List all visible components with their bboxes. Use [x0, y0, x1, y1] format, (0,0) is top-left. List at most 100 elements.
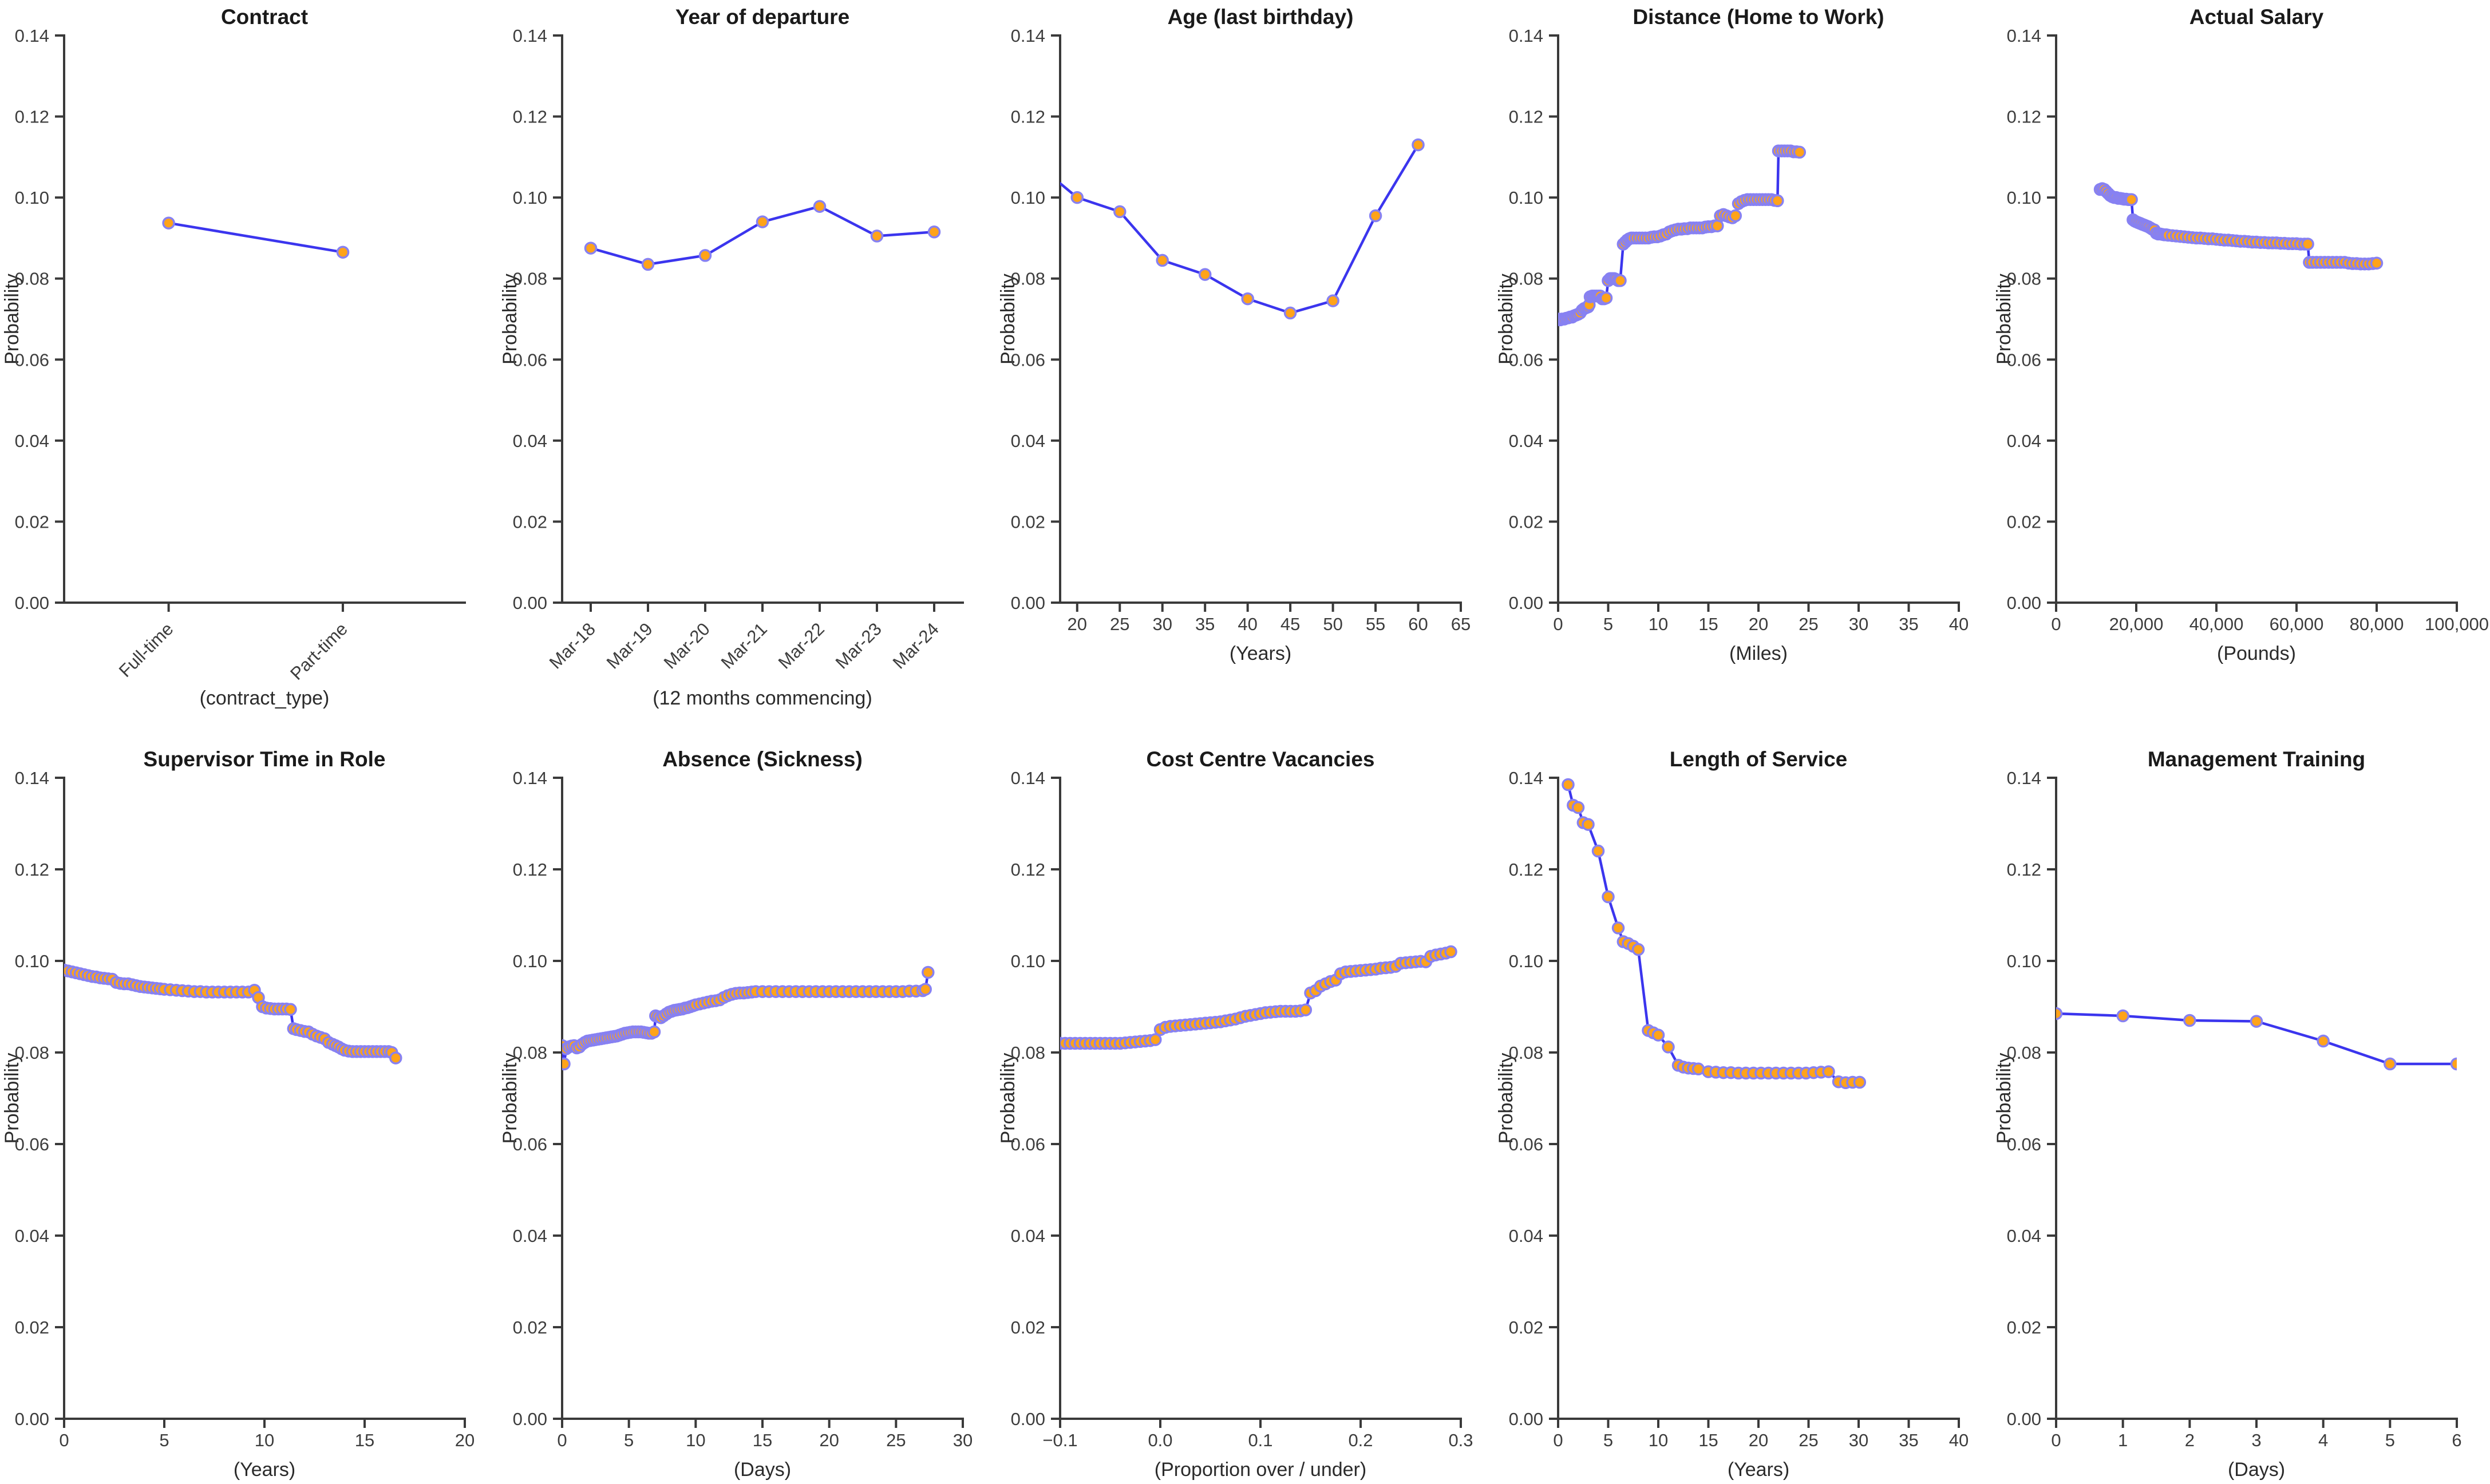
y-tick-label: 0.04: [2007, 1226, 2041, 1246]
y-tick-label: 0.00: [513, 593, 547, 613]
data-point-marker: [647, 1025, 661, 1039]
x-tick-label: 35: [1899, 1430, 1918, 1450]
y-tick-label: 0.00: [1509, 1409, 1543, 1429]
y-axis-label: Probability: [997, 1053, 1019, 1144]
data-markers: [1562, 778, 1867, 1090]
x-tick-label: 5: [1603, 614, 1613, 634]
y-tick-label: 0.06: [1011, 1134, 1045, 1154]
y-axis-ticks: 0.00 0.02 0.04 0.06 0.08 0.10 0.12 0.14: [1509, 26, 1558, 613]
x-tick-label: 25: [886, 1430, 906, 1450]
x-tick-label: 0: [2051, 1430, 2061, 1450]
data-point-marker: [1582, 818, 1595, 831]
chart-svg: Supervisor Time in RoleProbability0.000.…: [1, 747, 475, 1481]
x-tick-label: 30: [1152, 614, 1172, 634]
x-tick-label: 50: [1323, 614, 1342, 634]
axes: [1059, 777, 1462, 1420]
x-axis-label: (Proportion over / under): [1155, 1459, 1366, 1481]
y-axis-label: Probability: [1, 1053, 23, 1144]
y-tick-label: 0.08: [513, 269, 547, 289]
y-tick-label: 0.00: [513, 1409, 547, 1429]
data-point-marker: [2250, 1015, 2263, 1028]
x-tick-label: 15: [1698, 614, 1718, 634]
data-series: [562, 965, 935, 1071]
data-series: [584, 200, 941, 271]
chart-title: Absence (Sickness): [662, 747, 863, 771]
x-tick-label: 10: [1649, 1430, 1668, 1450]
y-tick-label: 0.02: [15, 1317, 49, 1337]
axes: [63, 777, 466, 1420]
y-tick-label: 0.14: [513, 26, 547, 46]
data-point-marker: [1149, 1033, 1162, 1046]
y-tick-label: 0.04: [1509, 431, 1543, 451]
data-markers: [1060, 945, 1457, 1050]
x-tick-label: Mar-22: [774, 619, 828, 672]
x-tick-label: Mar-21: [717, 619, 771, 672]
y-tick-label: 0.12: [1011, 107, 1045, 127]
data-point-marker: [562, 1057, 571, 1071]
y-tick-label: 0.06: [15, 350, 49, 370]
y-tick-label: 0.10: [513, 188, 547, 208]
y-axis-ticks: 0.00 0.02 0.04 0.06 0.08 0.10 0.12 0.14: [1011, 768, 1060, 1429]
data-point-marker: [1602, 890, 1615, 904]
data-point-marker: [1631, 943, 1645, 956]
axes: [1557, 34, 1960, 604]
chart-svg: Length of Service Probability 0.00 0.02 0.04…: [1495, 747, 1969, 1481]
chart-panel-supervisor-time: Supervisor Time in Role Probability 0.00 0.…: [0, 742, 498, 1484]
y-tick-label: 0.00: [1011, 593, 1045, 613]
data-point-marker: [870, 229, 884, 243]
y-tick-label: 0.12: [513, 107, 547, 127]
data-point-marker: [1614, 274, 1627, 287]
x-tick-label: Mar-20: [660, 619, 714, 672]
x-tick-label: 0.0: [1148, 1430, 1172, 1450]
y-tick-label: 0.10: [2007, 188, 2041, 208]
chart-panel-actual-salary: Actual Salary Probability 0.00 0.02 0.04 0.06…: [1992, 0, 2490, 742]
chart-panel-length-of-service: Length of Service Probability 0.00 0.02 0.04…: [1494, 742, 1992, 1484]
y-tick-label: 0.08: [2007, 1043, 2041, 1063]
data-point-marker: [1299, 1003, 1313, 1016]
data-point-marker: [1241, 292, 1254, 306]
chart-panel-management-training: Management Training Probability 0.00 0.02 0.…: [1992, 742, 2490, 1484]
x-tick-label: 40,000: [2189, 614, 2244, 634]
x-tick-label: Mar-19: [603, 619, 657, 672]
data-series: [1060, 138, 1425, 320]
data-point-marker: [1113, 205, 1127, 219]
x-axis-label: (Pounds): [2217, 643, 2296, 664]
x-axis-ticks: Mar-18 Mar-19 Mar-20 Mar-21 Mar-22 Mar-23 Mar-…: [546, 603, 943, 672]
data-markers: [1070, 138, 1425, 320]
x-axis-ticks: Full-time Part-time: [115, 603, 351, 684]
y-tick-label: 0.14: [15, 26, 49, 46]
data-point-marker: [1070, 191, 1084, 204]
y-tick-label: 0.00: [1509, 593, 1543, 613]
x-tick-label: 6: [2452, 1430, 2461, 1450]
data-point-marker: [1651, 1028, 1665, 1042]
y-tick-label: 0.08: [513, 1043, 547, 1063]
y-tick-label: 0.04: [15, 1226, 49, 1246]
y-tick-label: 0.14: [1011, 26, 1045, 46]
data-point-marker: [641, 258, 655, 271]
axes: [63, 34, 466, 604]
x-tick-label: 5: [1603, 1430, 1613, 1450]
x-tick-label: 30: [1849, 1430, 1868, 1450]
data-series: [2056, 1007, 2457, 1071]
chart-svg: Management TrainingProbability0.000.020.…: [1993, 747, 2462, 1481]
x-axis-ticks: −0.1 0.0 0.1 0.2 0.3: [1042, 1419, 1473, 1450]
y-tick-label: 0.02: [513, 512, 547, 532]
y-tick-label: 0.06: [2007, 1134, 2041, 1154]
y-tick-label: 0.06: [1509, 1134, 1543, 1154]
y-tick-label: 0.06: [1011, 350, 1045, 370]
x-axis-ticks: 0 5 10 15 20: [59, 1419, 475, 1450]
data-point-marker: [2116, 1009, 2129, 1023]
x-tick-label: 0: [1553, 614, 1563, 634]
data-point-marker: [1562, 778, 1575, 792]
x-tick-label: 100,000: [2425, 614, 2489, 634]
axes: [2055, 777, 2458, 1420]
x-tick-label: 0: [557, 1430, 567, 1450]
chart-title: Contract: [221, 5, 308, 29]
chart-title: Year of departure: [675, 5, 849, 29]
y-tick-label: 0.00: [15, 1409, 49, 1429]
y-axis-ticks: 0.00 0.02 0.04 0.06 0.08 0.10 0.12 0.14: [15, 26, 64, 613]
y-axis-label: Probability: [1993, 1053, 2015, 1144]
data-point-marker: [698, 249, 712, 262]
data-point-marker: [284, 1003, 297, 1016]
data-series: [64, 963, 402, 1064]
